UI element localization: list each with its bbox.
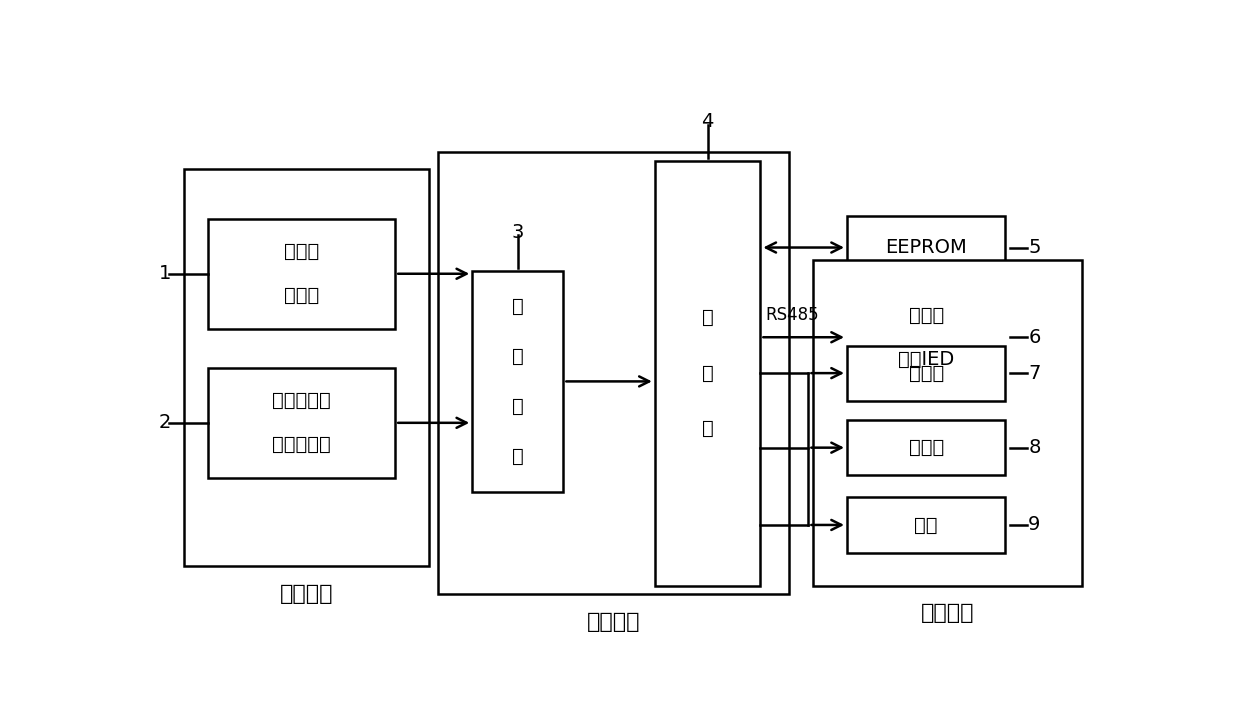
Text: 人机交互: 人机交互	[921, 603, 975, 623]
Text: 9: 9	[1028, 516, 1040, 534]
Text: 6: 6	[1028, 328, 1040, 347]
Text: 4: 4	[702, 113, 714, 131]
Text: 信号采集: 信号采集	[279, 584, 334, 604]
Text: 7: 7	[1028, 364, 1040, 383]
Bar	[655, 161, 760, 586]
Text: 理: 理	[512, 447, 523, 465]
Text: 8: 8	[1028, 438, 1040, 457]
Text: EEPROM: EEPROM	[885, 238, 967, 257]
Text: 理: 理	[702, 364, 713, 383]
Text: 角位移: 角位移	[284, 242, 319, 261]
Text: 器: 器	[702, 419, 713, 438]
Text: 3: 3	[512, 223, 525, 242]
Bar	[184, 168, 429, 566]
Bar	[813, 260, 1083, 586]
Bar	[439, 152, 789, 594]
Text: 调: 调	[512, 397, 523, 416]
Bar	[847, 498, 1006, 553]
Text: 数码管: 数码管	[909, 364, 944, 383]
Text: 处: 处	[702, 308, 713, 328]
Text: 5: 5	[1028, 238, 1040, 257]
Bar	[847, 420, 1006, 475]
Bar	[847, 346, 1006, 401]
Text: 蜂鸣器: 蜂鸣器	[909, 438, 944, 457]
Text: 号: 号	[512, 347, 523, 366]
Bar	[472, 271, 563, 492]
Text: RS485: RS485	[765, 306, 818, 324]
Text: 2: 2	[159, 413, 171, 432]
Bar	[208, 368, 396, 478]
Text: 断路器: 断路器	[909, 305, 944, 325]
Text: 传感器: 传感器	[284, 286, 319, 305]
Text: 按键: 按键	[914, 516, 937, 534]
Text: 1: 1	[159, 265, 171, 283]
Text: 监测IED: 监测IED	[898, 350, 955, 369]
Text: 电流互感器: 电流互感器	[272, 435, 331, 455]
Text: 主回路三相: 主回路三相	[272, 391, 331, 410]
Bar	[847, 296, 1006, 379]
Bar	[208, 219, 396, 329]
Text: 信: 信	[512, 298, 523, 316]
Bar	[847, 216, 1006, 279]
Text: 数据处理: 数据处理	[587, 612, 641, 632]
